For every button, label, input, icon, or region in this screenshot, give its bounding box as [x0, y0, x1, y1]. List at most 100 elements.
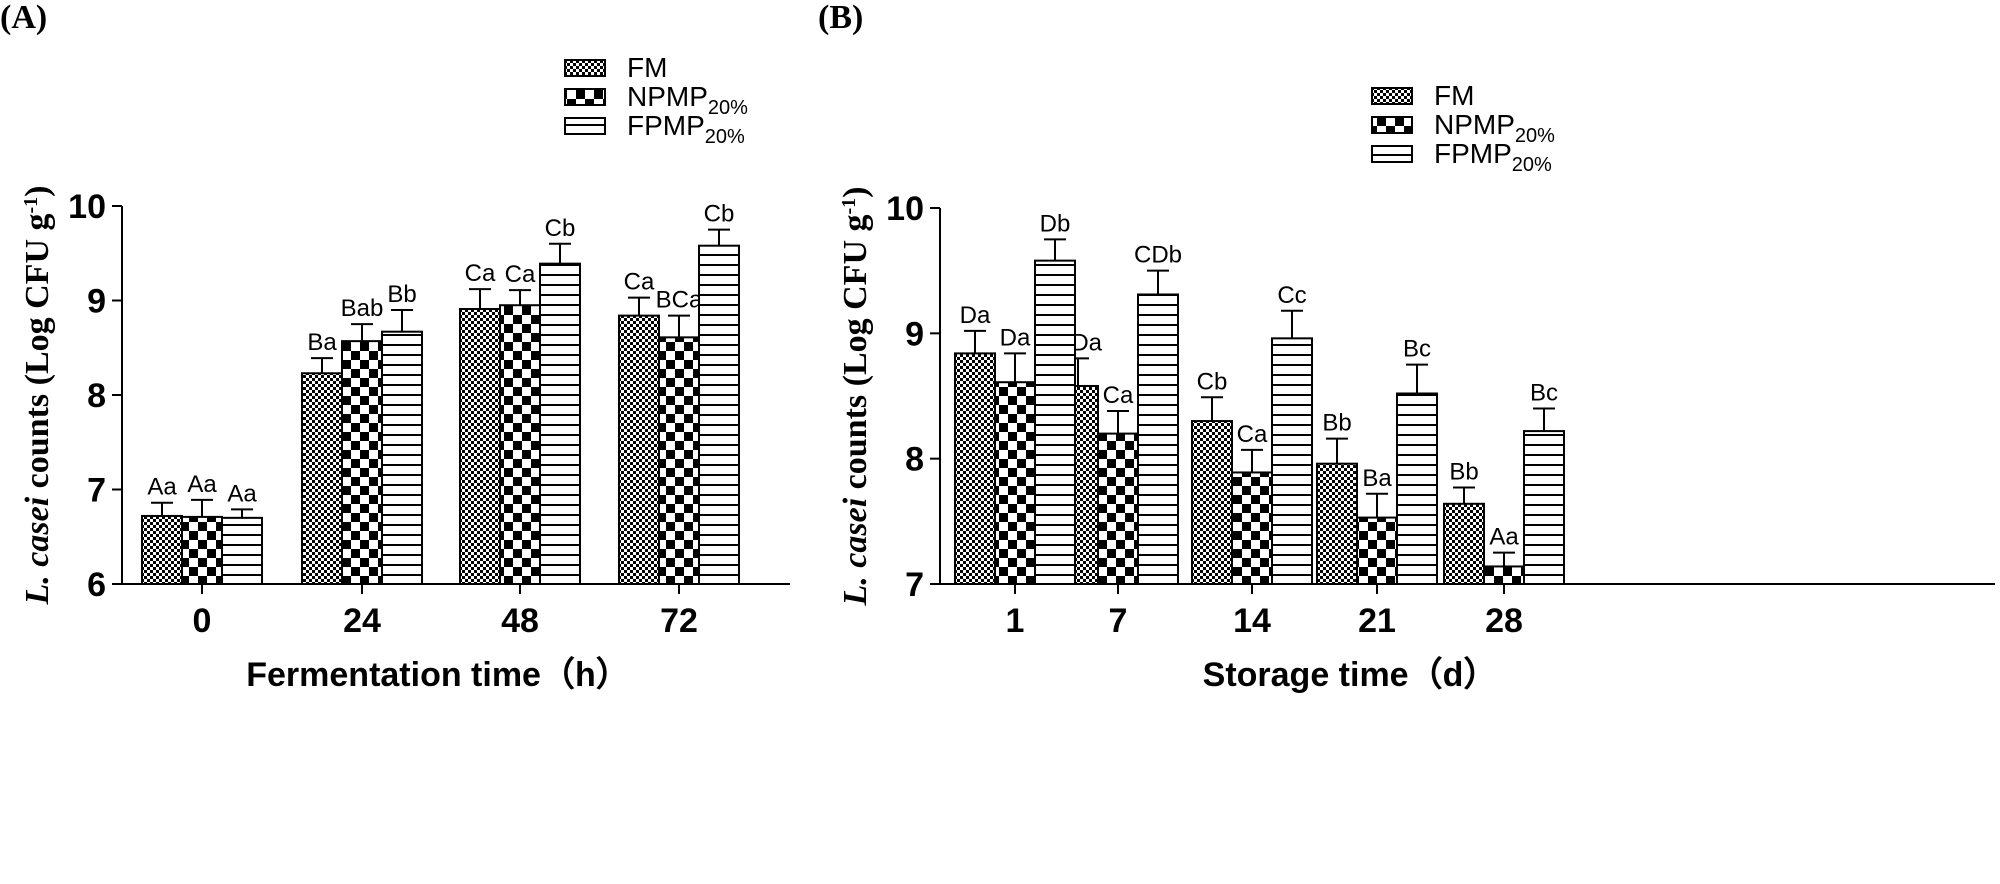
legend-label: FM — [1434, 80, 1474, 111]
y-axis-title-species: L. casei — [19, 496, 56, 605]
y-tick-label: 7 — [87, 472, 106, 510]
bar-dots — [301, 372, 343, 586]
x-axis-title: Storage time（d） — [1203, 655, 1498, 694]
bar-hlines — [698, 244, 740, 585]
y-axis-title-text: counts (Log CFU g — [837, 215, 874, 498]
bar-hlines — [1396, 392, 1438, 586]
x-tick-label: 7 — [1109, 602, 1128, 640]
y-axis-title-sup: -1 — [838, 198, 860, 215]
significance-label: Ca — [624, 269, 655, 296]
y-tick-label: 9 — [87, 283, 106, 321]
bar-checker — [499, 304, 541, 585]
legend-swatch — [1371, 145, 1413, 163]
y-tick-label: 6 — [87, 566, 106, 604]
legend-label-name: FM — [627, 52, 667, 83]
y-axis-title-close: ) — [837, 187, 874, 198]
legend-label-subscript: 20% — [705, 126, 745, 148]
significance-label: Da — [960, 302, 991, 329]
significance-label: CDb — [1134, 242, 1182, 269]
significance-label: Cc — [1277, 282, 1306, 309]
significance-label: BCa — [656, 287, 703, 314]
y-axis-title: L. casei counts (Log CFU g-1) — [19, 186, 56, 606]
significance-label: Bb — [1449, 458, 1478, 485]
x-tick-label: 14 — [1233, 602, 1271, 640]
legend-label: FPMP20% — [1434, 138, 1552, 176]
legend-label-name: FPMP — [627, 110, 705, 141]
bar-hlines — [381, 330, 423, 585]
bar-dots — [954, 352, 996, 585]
legend-label-subscript: 20% — [1515, 125, 1555, 147]
legend-swatch — [1371, 87, 1413, 105]
x-tick-label: 24 — [343, 602, 381, 640]
x-tick-label: 21 — [1358, 602, 1396, 640]
legend-swatch — [564, 88, 606, 106]
y-tick-label: 10 — [68, 188, 106, 226]
significance-label: Aa — [147, 474, 177, 501]
significance-label: Cb — [704, 201, 735, 228]
significance-label: Ca — [465, 260, 496, 287]
significance-label: Ca — [1237, 421, 1268, 448]
legend-label-name: FPMP — [1434, 138, 1512, 169]
y-tick-label: 7 — [905, 566, 924, 604]
x-tick-label: 1 — [1006, 602, 1025, 640]
bar-dots — [459, 308, 501, 585]
bar-checker — [1483, 565, 1525, 585]
significance-label: Aa — [227, 480, 257, 507]
x-tick-label: 72 — [660, 602, 698, 640]
legend-label: FPMP20% — [627, 110, 745, 148]
significance-label: Bc — [1530, 380, 1558, 407]
significance-label: Bb — [1322, 410, 1351, 437]
bar-checker — [658, 336, 700, 586]
legend-label-name: NPMP — [1434, 109, 1515, 140]
bar-checker — [1097, 432, 1139, 585]
legend-label: NPMP20% — [627, 81, 748, 119]
x-tick-label: 0 — [193, 602, 212, 640]
y-axis-title-text: counts (Log CFU g — [19, 214, 56, 497]
significance-label: Aa — [1489, 524, 1519, 551]
bar-hlines — [221, 516, 263, 585]
bar-hlines — [1034, 259, 1076, 585]
y-tick-label: 10 — [886, 190, 924, 228]
legend-swatch — [1371, 116, 1413, 134]
bar-checker — [1231, 471, 1273, 586]
y-axis-title: L. casei counts (Log CFU g-1) — [837, 187, 874, 607]
significance-label: Cb — [1197, 368, 1228, 395]
y-tick-label: 9 — [905, 315, 924, 353]
legend-label: FM — [627, 52, 667, 83]
significance-label: Ca — [505, 261, 536, 288]
significance-label: Bb — [387, 281, 416, 308]
panel-b-chart: (B) 7 8 9 10 1 7 14 21 28 Storage time（d） L. casei … — [818, 0, 1995, 694]
y-tick-label: 8 — [87, 377, 106, 415]
x-tick-label: 28 — [1485, 602, 1523, 640]
legend-label-name: NPMP — [627, 81, 708, 112]
x-axis-title: Fermentation time（h） — [246, 655, 629, 694]
x-tick-label: 48 — [501, 602, 539, 640]
panel-label: (B) — [818, 0, 863, 36]
legend-label: NPMP20% — [1434, 109, 1555, 147]
legend-label-name: FM — [1434, 80, 1474, 111]
bar-dots — [1191, 420, 1233, 586]
legend-label-subscript: 20% — [1512, 154, 1552, 176]
bar-hlines — [1271, 337, 1313, 586]
bar-hlines — [539, 262, 581, 585]
y-tick-label: 8 — [905, 441, 924, 479]
bar-checker — [181, 515, 223, 586]
bar-dots — [1316, 462, 1358, 585]
bar-dots — [618, 314, 660, 585]
panel-label: (A) — [0, 0, 47, 36]
bar-dots — [1443, 502, 1485, 585]
y-axis-title-close: ) — [19, 186, 56, 197]
bar-checker — [1356, 516, 1398, 585]
y-axis-title-sup: -1 — [20, 197, 42, 214]
panel-a-chart: (A) 6 7 8 9 10 0 24 48 72 Fermentation time（h） L. c… — [0, 0, 790, 694]
significance-label: Ba — [1362, 465, 1392, 492]
significance-label: Bc — [1403, 336, 1431, 363]
significance-label: Ba — [307, 329, 337, 356]
significance-label: Ca — [1103, 382, 1134, 409]
significance-label: Bab — [341, 295, 384, 322]
bar-hlines — [1523, 430, 1565, 585]
significance-label: Da — [1000, 324, 1031, 351]
